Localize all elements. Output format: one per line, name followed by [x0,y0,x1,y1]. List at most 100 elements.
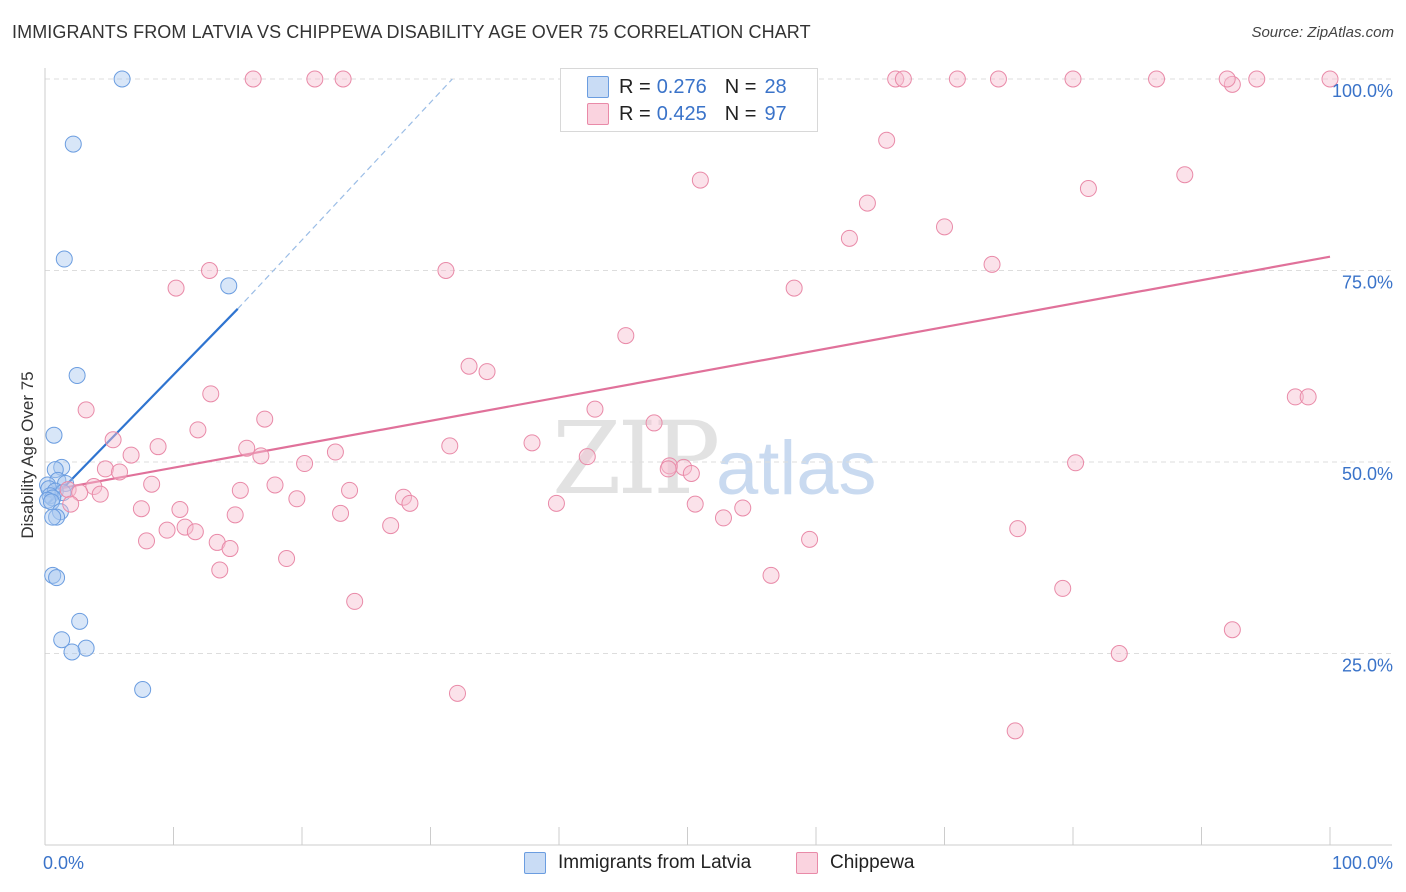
point-chippewa [71,484,89,502]
legend-r-value: 0.276 [656,75,707,98]
point-latvia [45,426,63,444]
point-chippewa [401,494,419,512]
point-latvia [48,508,66,526]
legend-n-label: N = [724,75,757,98]
point-chippewa [288,490,306,508]
point-chippewa [460,357,478,375]
point-chippewa [858,194,876,212]
point-chippewa [211,561,229,579]
bottom-legend-swatch-chippewa [796,852,818,874]
point-chippewa [62,495,80,513]
point-chippewa [523,434,541,452]
point-chippewa [437,262,455,279]
point-latvia [68,366,86,384]
point-chippewa [1110,645,1128,662]
legend-n-label: N = [724,102,757,125]
legend-r-label: R = [619,75,651,98]
watermark-atlas: atlas [716,426,877,511]
point-chippewa [801,530,819,548]
point-chippewa [1064,70,1082,88]
y-axis-label: Disability Age Over 75 [18,371,37,539]
point-chippewa [983,255,1001,273]
point-chippewa [111,463,129,481]
point-chippewa [1223,75,1241,93]
legend-n-value: 28 [764,75,787,98]
point-chippewa [149,438,167,456]
point-latvia [53,458,71,476]
bottom-legend-label-chippewa: Chippewa [830,852,915,873]
point-chippewa [1006,722,1024,740]
point-latvia [53,631,71,649]
point-chippewa [189,421,207,439]
point-chippewa [244,70,262,88]
point-chippewa [77,401,95,419]
point-chippewa [586,400,604,418]
point-chippewa [231,481,249,499]
bottom-legend-latvia: Immigrants from Latvia [524,852,751,874]
point-chippewa [547,494,565,512]
point-chippewa [989,70,1007,88]
point-chippewa [252,447,270,465]
point-chippewa [202,385,220,403]
y-tick-label: 25.0% [1342,656,1393,676]
point-chippewa [334,70,352,88]
point-chippewa [785,279,803,297]
point-chippewa [1299,388,1317,406]
point-chippewa [138,532,156,550]
point-latvia [63,643,81,661]
point-chippewa [578,448,596,466]
point-latvia [46,461,64,479]
point-chippewa [948,70,966,88]
point-chippewa [167,279,185,297]
point-chippewa [659,460,677,478]
point-chippewa [341,481,359,499]
point-latvia [134,681,152,699]
point-chippewa [762,566,780,584]
point-chippewa [132,500,150,518]
point-chippewa [306,70,324,88]
point-chippewa [478,363,496,381]
x-tick-label: 0.0% [43,853,84,873]
point-chippewa [176,518,194,536]
data-points [39,70,1339,740]
point-latvia [44,508,62,526]
watermark-zip: ZIP [552,400,720,517]
correlation-legend: R = 0.276 N = 28 R = 0.425 N = 97 [560,68,818,132]
legend-r-label: R = [619,102,651,125]
point-chippewa [395,488,413,506]
point-latvia [220,277,238,295]
point-latvia [113,70,131,88]
point-chippewa [1321,70,1339,88]
point-chippewa [686,495,704,513]
point-chippewa [256,410,274,428]
point-chippewa [122,446,140,464]
point-chippewa [346,592,364,610]
point-chippewa [143,475,161,493]
point-chippewa [441,437,459,455]
point-chippewa [448,684,466,702]
point-latvia [71,612,89,630]
bottom-legend-chippewa: Chippewa [796,852,915,874]
point-chippewa [617,327,635,345]
trend-line-latvia [46,308,239,505]
point-chippewa [200,262,218,279]
legend-n-value: 97 [764,102,787,125]
y-tick-label: 50.0% [1342,464,1393,484]
point-chippewa [186,523,204,541]
legend-swatch-latvia [587,76,609,98]
point-latvia [48,569,66,587]
y-tick-label: 100.0% [1332,81,1393,101]
point-latvia [77,639,95,657]
point-chippewa [936,218,953,236]
point-latvia [55,250,73,268]
source-credit: Source: ZipAtlas.com [1251,24,1394,41]
point-chippewa [221,540,239,558]
legend-row-chippewa: R = 0.425 N = 97 [587,102,787,126]
point-chippewa [226,506,244,524]
point-chippewa [296,455,314,473]
point-chippewa [1067,454,1085,472]
point-chippewa [332,504,350,522]
point-chippewa [1248,70,1266,88]
point-chippewa [171,500,189,518]
point-chippewa [1223,621,1241,639]
